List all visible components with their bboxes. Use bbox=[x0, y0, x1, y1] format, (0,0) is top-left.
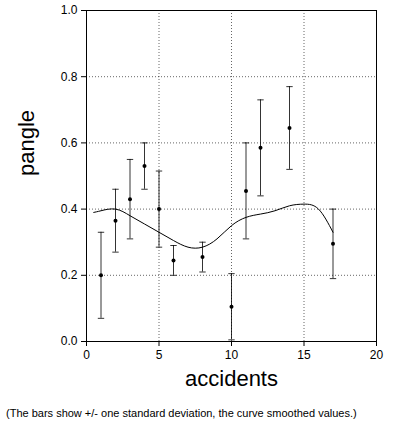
html-text:(The bars show +/- one standar: (The bars show +/- one standard deviatio… bbox=[6, 407, 357, 419]
svg-text:0.2: 0.2 bbox=[61, 268, 78, 282]
svg-text:0.4: 0.4 bbox=[61, 202, 78, 216]
svg-text:10: 10 bbox=[225, 348, 239, 362]
svg-text:0.8: 0.8 bbox=[61, 70, 78, 84]
svg-text:1.0: 1.0 bbox=[61, 3, 78, 17]
svg-text:5: 5 bbox=[156, 348, 163, 362]
svg-text:0: 0 bbox=[83, 348, 90, 362]
svg-text:0.6: 0.6 bbox=[61, 136, 78, 150]
svg-text:accidents: accidents bbox=[185, 366, 278, 391]
svg-text:pangle: pangle bbox=[14, 110, 39, 176]
svg-text:15: 15 bbox=[297, 348, 311, 362]
svg-text:20: 20 bbox=[370, 348, 384, 362]
svg-text:0.0: 0.0 bbox=[61, 334, 78, 348]
